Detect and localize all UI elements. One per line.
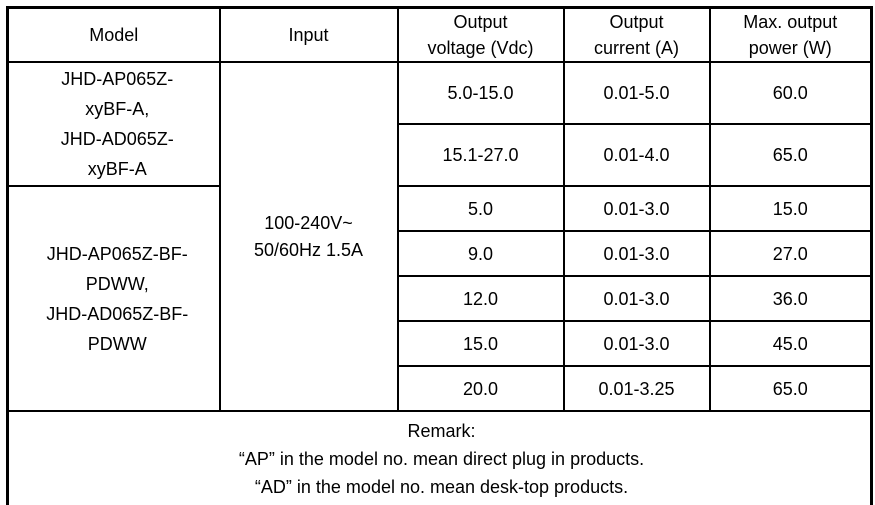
cell-max-output-power: 65.0 bbox=[708, 365, 873, 412]
header-row: Model Input Output voltage (Vdc) Output … bbox=[6, 6, 873, 63]
input-cell: 100-240V~ 50/60Hz 1.5A bbox=[218, 61, 399, 412]
cell-output-voltage: 5.0 bbox=[396, 185, 565, 232]
table-row: JHD-AP065Z- xyBF-A, JHD-AD065Z- xyBF-A 1… bbox=[6, 61, 873, 412]
cell-output-voltage: 15.0 bbox=[396, 320, 565, 367]
cell-max-output-power: 36.0 bbox=[708, 275, 873, 322]
model-group-1-cell: JHD-AP065Z- xyBF-A, JHD-AD065Z- xyBF-A bbox=[6, 61, 221, 187]
cell-output-current: 0.01-5.0 bbox=[562, 61, 711, 125]
cell-max-output-power: 27.0 bbox=[708, 230, 873, 277]
remark-cell: Remark: “AP” in the model no. mean direc… bbox=[6, 410, 873, 505]
table-row: 15.0 0.01-3.0 45.0 bbox=[8, 320, 873, 367]
cell-output-voltage: 9.0 bbox=[396, 230, 565, 277]
remark-row: Remark: “AP” in the model no. mean direc… bbox=[6, 410, 873, 505]
column-header-input: Input bbox=[218, 6, 399, 63]
power-spec-table: Model Input Output voltage (Vdc) Output … bbox=[6, 6, 873, 505]
table-row: 9.0 0.01-3.0 27.0 bbox=[8, 230, 873, 277]
column-header-model: Model bbox=[6, 6, 221, 63]
cell-output-voltage: 15.1-27.0 bbox=[396, 123, 565, 187]
column-header-max-output-power: Max. output power (W) bbox=[708, 6, 873, 63]
cell-max-output-power: 60.0 bbox=[708, 61, 873, 125]
table-row: 20.0 0.01-3.25 65.0 bbox=[8, 365, 873, 412]
remark-line-ad: “AD” in the model no. mean desk-top prod… bbox=[254, 477, 629, 497]
cell-max-output-power: 65.0 bbox=[708, 123, 873, 187]
cell-output-current: 0.01-3.0 bbox=[562, 275, 711, 322]
cell-output-voltage: 5.0-15.0 bbox=[396, 61, 565, 125]
cell-output-voltage: 12.0 bbox=[396, 275, 565, 322]
cell-output-current: 0.01-3.0 bbox=[562, 185, 711, 232]
cell-max-output-power: 45.0 bbox=[708, 320, 873, 367]
table-row: 12.0 0.01-3.0 36.0 bbox=[8, 275, 873, 322]
cell-output-current: 0.01-3.0 bbox=[562, 320, 711, 367]
table-row: JHD-AP065Z-BF- PDWW, JHD-AD065Z-BF- PDWW… bbox=[6, 185, 873, 412]
column-header-output-voltage: Output voltage (Vdc) bbox=[396, 6, 565, 63]
cell-output-current: 0.01-3.0 bbox=[562, 230, 711, 277]
cell-output-voltage: 20.0 bbox=[396, 365, 565, 412]
remark-line-ap: “AP” in the model no. mean direct plug i… bbox=[238, 449, 645, 469]
cell-max-output-power: 15.0 bbox=[708, 185, 873, 232]
cell-output-current: 0.01-3.25 bbox=[562, 365, 711, 412]
remark-title: Remark: bbox=[407, 421, 476, 441]
model-group-2-cell: JHD-AP065Z-BF- PDWW, JHD-AD065Z-BF- PDWW bbox=[6, 185, 221, 412]
table-row: 15.1-27.0 0.01-4.0 65.0 bbox=[8, 123, 873, 187]
column-header-output-current: Output current (A) bbox=[562, 6, 711, 63]
cell-output-current: 0.01-4.0 bbox=[562, 123, 711, 187]
